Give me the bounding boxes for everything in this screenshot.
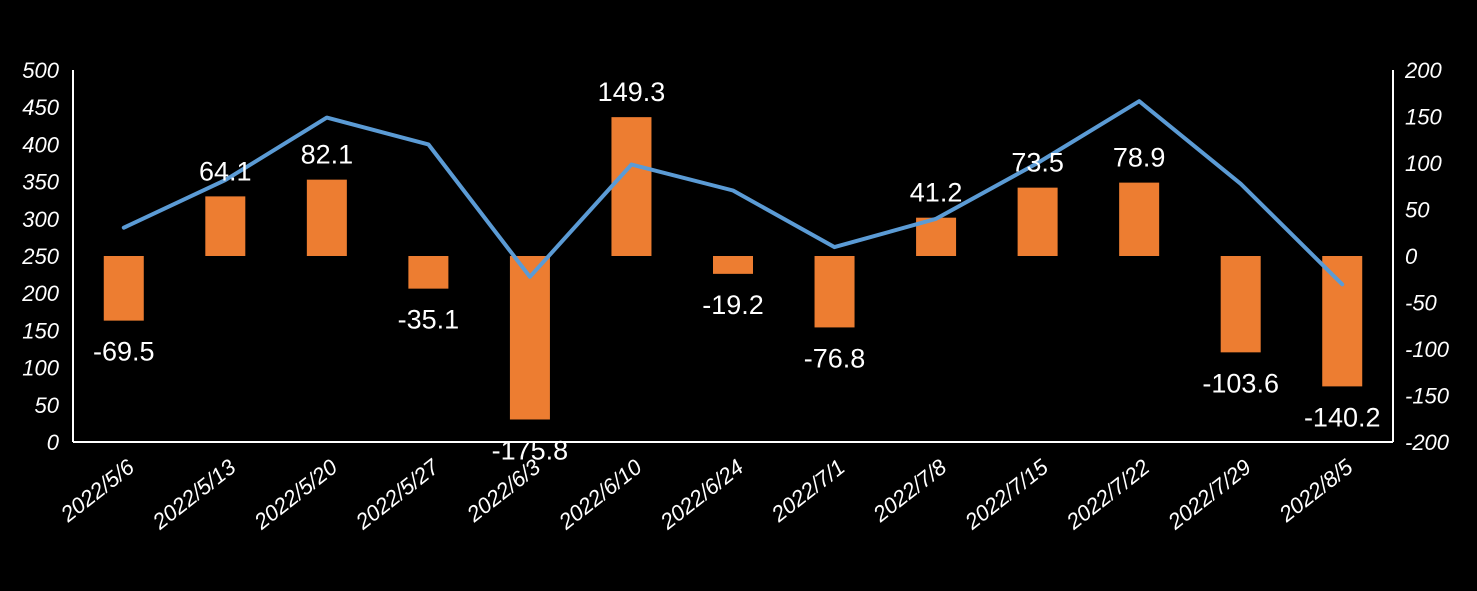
- bar-data-label: -69.5: [93, 337, 155, 367]
- left-axis-ticks: 0 50 100 150 200 250 300 350 400 450 500: [21, 58, 59, 455]
- bar-series: [103, 117, 1363, 420]
- bar: [306, 179, 347, 256]
- right-tick-label: -150: [1405, 384, 1450, 409]
- x-tick-label: 2022/5/13: [147, 454, 241, 535]
- left-tick-label: 450: [22, 95, 59, 120]
- bar-data-label: 78.9: [1113, 143, 1166, 173]
- bar-data-label: 64.1: [199, 156, 252, 186]
- bar-data-labels: -69.5 64.1 82.1 -35.1 -175.8 149.3 -19.2 -76.8 4…: [93, 77, 1381, 465]
- x-tick-label: 2022/7/1: [766, 454, 850, 527]
- bar: [1017, 187, 1058, 256]
- bar-data-label: -103.6: [1202, 368, 1279, 398]
- left-tick-label: 200: [21, 281, 59, 306]
- bar: [1220, 256, 1261, 353]
- right-axis-ticks: -200 -150 -100 -50 0 50 100 150 200: [1404, 58, 1450, 455]
- bar: [611, 117, 652, 256]
- line-series: [121, 99, 1345, 287]
- x-tick-label: 2022/6/10: [553, 454, 647, 535]
- left-tick-label: 50: [35, 393, 60, 418]
- left-tick-label: 250: [21, 244, 59, 269]
- right-tick-label: 200: [1404, 58, 1442, 83]
- line-path: [121, 99, 1345, 287]
- x-axis-ticks: 2022/5/6 2022/5/13 2022/5/20 2022/5/27 2022/…: [55, 454, 1358, 535]
- bar: [814, 256, 855, 328]
- bar-data-label: 149.3: [598, 77, 666, 107]
- bar-data-label: 82.1: [301, 140, 354, 170]
- bar-data-label: 41.2: [910, 178, 963, 208]
- bar-data-label: -175.8: [492, 435, 569, 465]
- bar: [713, 256, 753, 274]
- bar: [509, 256, 550, 420]
- left-tick-label: 100: [22, 356, 59, 381]
- x-tick-label: 2022/8/5: [1274, 454, 1358, 528]
- bar: [408, 256, 449, 289]
- left-tick-label: 400: [22, 132, 59, 157]
- right-tick-label: -200: [1405, 430, 1450, 455]
- x-tick-label: 2022/5/27: [350, 454, 444, 535]
- bar-data-label: -140.2: [1304, 402, 1381, 432]
- right-tick-label: 150: [1405, 105, 1442, 130]
- x-tick-label: 2022/7/15: [959, 454, 1053, 535]
- x-tick-label: 2022/7/29: [1162, 454, 1255, 535]
- left-tick-label: 500: [22, 58, 59, 83]
- x-tick-label: 2022/7/22: [1061, 454, 1154, 535]
- bar-data-label: 73.5: [1011, 148, 1064, 178]
- bar: [205, 196, 246, 256]
- left-tick-label: 300: [22, 207, 59, 232]
- left-tick-label: 0: [47, 430, 60, 455]
- bar: [1119, 182, 1160, 256]
- right-tick-label: -50: [1405, 291, 1438, 316]
- x-tick-label: 2022/6/24: [655, 454, 748, 535]
- left-tick-label: 150: [22, 318, 59, 343]
- bar: [103, 256, 144, 321]
- right-tick-label: 50: [1405, 198, 1430, 223]
- right-tick-label: 0: [1405, 244, 1418, 269]
- bar-data-label: -19.2: [702, 290, 764, 320]
- bar-data-label: -35.1: [398, 305, 460, 335]
- left-tick-label: 350: [22, 170, 59, 195]
- x-tick-label: 2022/5/6: [55, 454, 139, 528]
- x-tick-label: 2022/5/20: [249, 454, 343, 535]
- right-tick-label: 100: [1405, 151, 1442, 176]
- right-tick-label: -100: [1405, 337, 1450, 362]
- bar: [1322, 256, 1363, 387]
- bar-data-label: -76.8: [804, 343, 866, 373]
- x-tick-label: 2022/7/8: [867, 454, 951, 528]
